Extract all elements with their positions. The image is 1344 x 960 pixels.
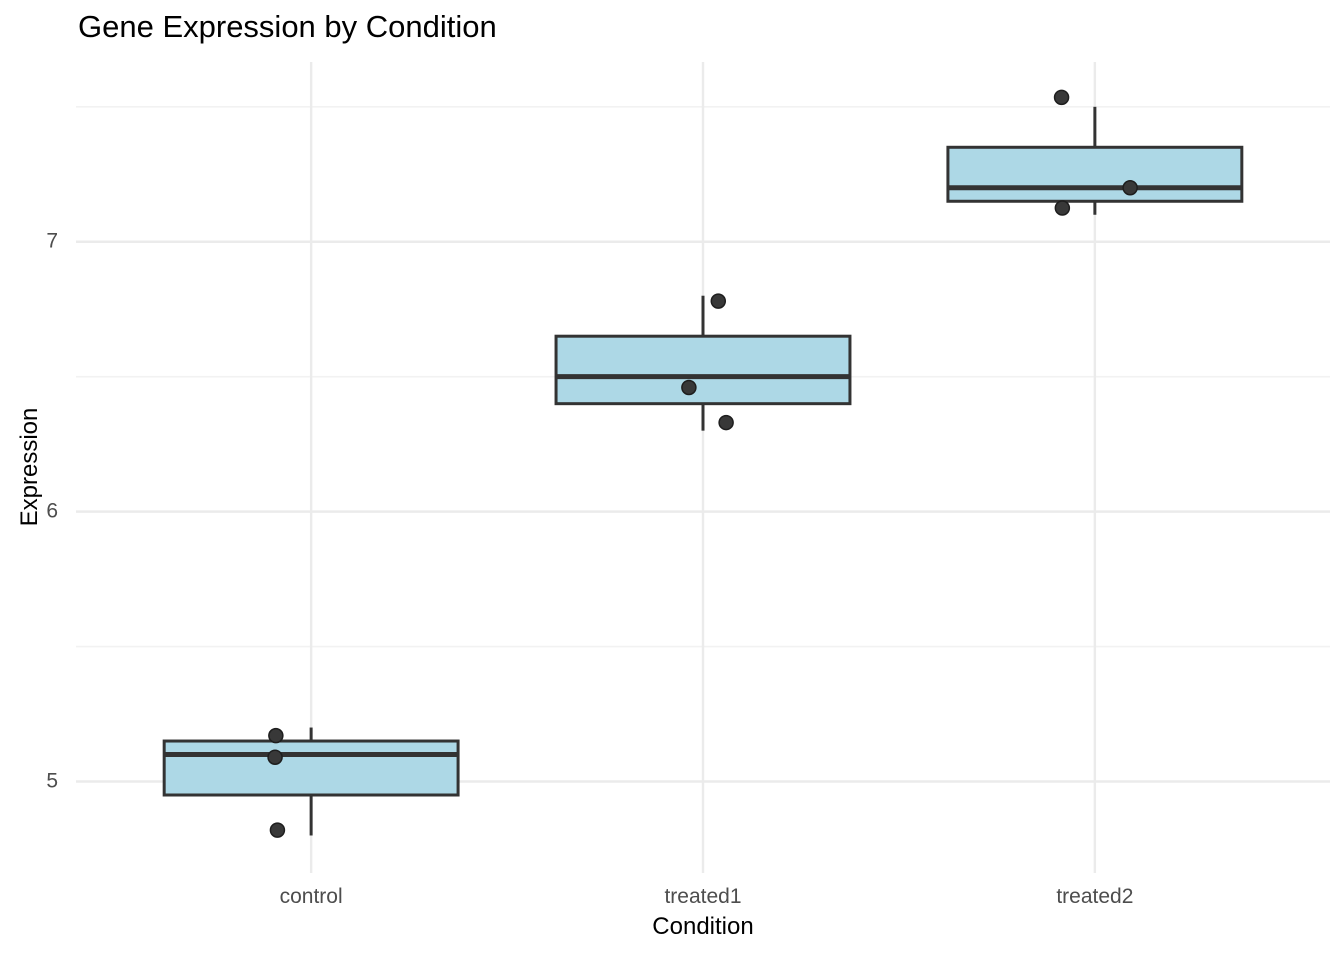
jitter-point-treated2	[1054, 200, 1071, 216]
box-control	[162, 739, 460, 797]
jitter-point-treated2	[1053, 89, 1070, 106]
box-treated2	[946, 145, 1244, 203]
jitter-point-treated2	[1122, 180, 1138, 196]
jitter-point-control	[267, 749, 283, 765]
jitter-point-control	[268, 727, 284, 744]
jitter-point-treated1	[681, 379, 697, 396]
y-tick-label-7: 7	[46, 230, 58, 253]
chart-title: Gene Expression by Condition	[78, 9, 497, 44]
x-tick-label-control: control	[280, 885, 343, 908]
jitter-point-treated1	[718, 414, 734, 431]
jitter-point-control	[269, 822, 286, 838]
y-tick-label-5: 5	[46, 770, 58, 793]
x-tick-label-treated2: treated2	[1056, 885, 1133, 908]
box-treated1	[554, 334, 852, 406]
y-tick-label-6: 6	[46, 500, 58, 523]
x-axis-title: Condition	[652, 913, 754, 940]
jitter-point-treated1	[710, 293, 727, 309]
x-tick-label-treated1: treated1	[664, 885, 741, 908]
